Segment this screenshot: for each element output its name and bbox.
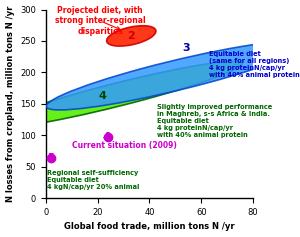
Text: Current situation (2009): Current situation (2009) xyxy=(72,137,176,150)
Text: 5: 5 xyxy=(47,153,54,163)
Text: 2: 2 xyxy=(128,31,135,41)
Text: Slightly improved performance
in Maghreb, s-s Africa & India.
Equitable diet
4 k: Slightly improved performance in Maghreb… xyxy=(157,105,272,138)
Y-axis label: N losses from cropland, million tons N /yr: N losses from cropland, million tons N /… xyxy=(6,6,15,202)
Ellipse shape xyxy=(106,26,156,46)
Ellipse shape xyxy=(46,41,300,110)
Text: 1: 1 xyxy=(105,132,111,141)
Text: Equitable diet
(same for all regions)
4 kg proteinN/cap/yr
with 40% animal prote: Equitable diet (same for all regions) 4 … xyxy=(209,51,300,78)
X-axis label: Global food trade, million tons N /yr: Global food trade, million tons N /yr xyxy=(64,223,235,232)
Text: Regional self-sufficiency
Equitable diet
4 kgN/cap/yr 20% animal: Regional self-sufficiency Equitable diet… xyxy=(47,170,140,190)
Ellipse shape xyxy=(0,61,242,128)
Text: 3: 3 xyxy=(182,44,190,54)
Text: 4: 4 xyxy=(99,91,107,101)
Text: Projected diet, with
strong inter-regional
disparities: Projected diet, with strong inter-region… xyxy=(55,6,146,36)
